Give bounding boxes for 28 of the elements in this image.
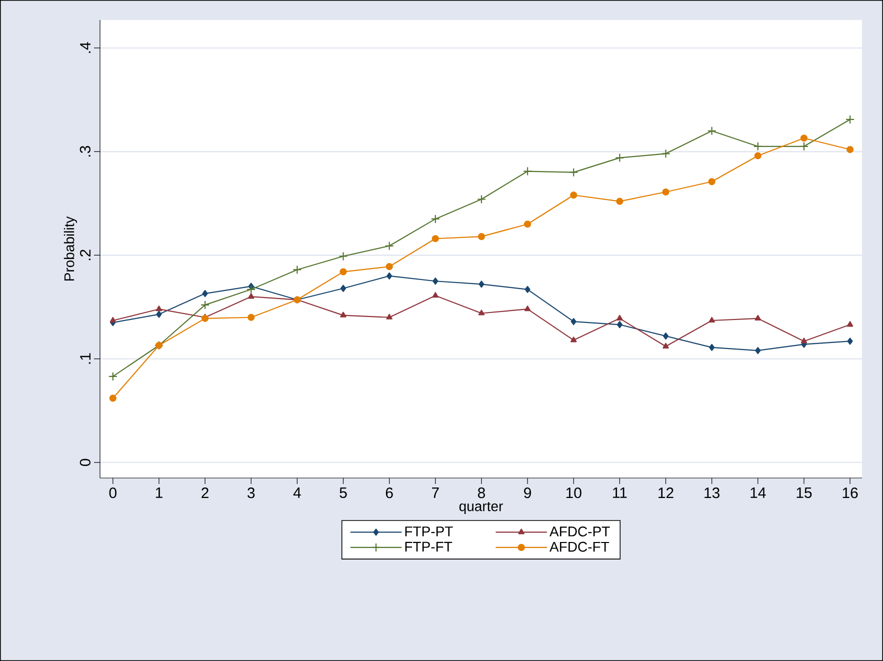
x-tick-label: 8 xyxy=(478,488,485,498)
x-tick-label: 9 xyxy=(524,488,531,498)
y-tick-label: .3 xyxy=(80,146,90,156)
x-axis-title: quarter xyxy=(459,502,503,514)
x-tick-label: 3 xyxy=(248,488,255,498)
legend-label: AFDC-FT xyxy=(550,542,610,552)
x-tick-label: 7 xyxy=(432,488,439,498)
x-tick-label: 0 xyxy=(109,488,116,498)
x-tick-label: 14 xyxy=(750,488,766,498)
x-tick-label: 16 xyxy=(842,488,858,498)
y-axis-title: Probability xyxy=(64,216,77,281)
x-tick-label: 2 xyxy=(202,488,208,498)
x-tick-label: 11 xyxy=(613,488,627,498)
legend-label: AFDC-PT xyxy=(550,526,610,536)
x-tick-label: 5 xyxy=(340,488,347,498)
x-tick-label: 4 xyxy=(293,488,301,498)
x-tick-label: 6 xyxy=(386,488,393,498)
y-tick-label: .2 xyxy=(80,250,90,260)
x-tick-label: 12 xyxy=(658,488,674,498)
x-tick-label: 13 xyxy=(704,488,720,498)
x-tick-label: 1 xyxy=(156,488,162,498)
x-tick-label: 10 xyxy=(566,488,582,498)
y-tick-label: .4 xyxy=(80,42,90,53)
legend-label: FTP-PT xyxy=(405,526,453,536)
x-tick-label: 15 xyxy=(796,488,812,498)
y-tick-label: .1 xyxy=(80,353,90,364)
y-tick-label: 0 xyxy=(80,458,90,466)
legend-label: FTP-FT xyxy=(405,542,452,552)
